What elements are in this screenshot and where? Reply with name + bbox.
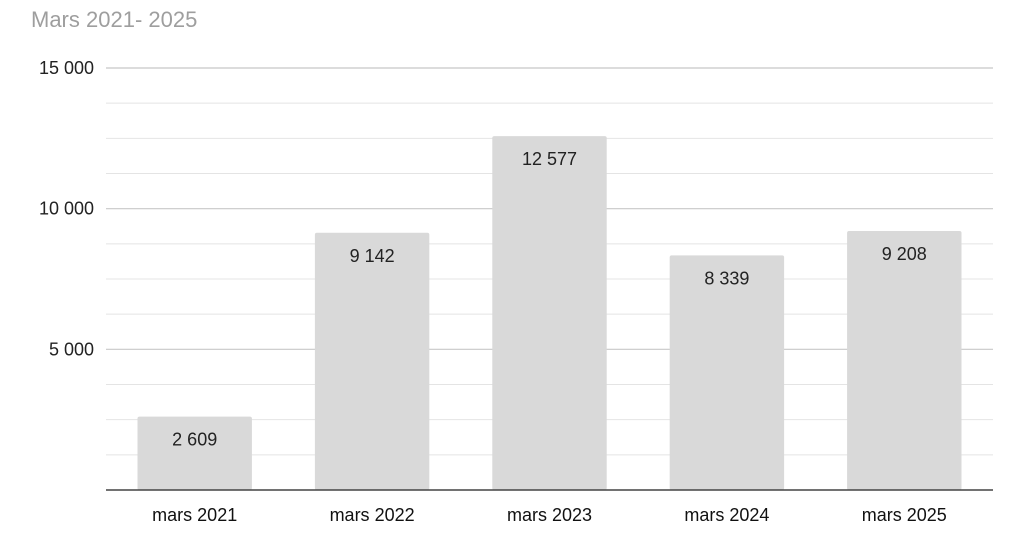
x-category-label: mars 2025 [862, 505, 947, 525]
data-label: 12 577 [522, 149, 577, 169]
bar [847, 230, 962, 490]
bar [669, 255, 785, 490]
data-label: 9 142 [350, 246, 395, 266]
y-tick-label: 10 000 [39, 199, 94, 219]
chart-title: Mars 2021- 2025 [31, 7, 198, 32]
bar [137, 416, 252, 490]
x-category-label: mars 2024 [684, 505, 769, 525]
bar [492, 136, 607, 491]
bar [314, 232, 430, 491]
x-category-label: mars 2023 [507, 505, 592, 525]
y-tick-label: 5 000 [49, 339, 94, 359]
y-tick-label: 15 000 [39, 58, 94, 78]
data-label: 8 339 [704, 268, 749, 288]
data-label: 2 609 [172, 430, 217, 450]
x-category-label: mars 2022 [330, 505, 415, 525]
x-category-label: mars 2021 [152, 505, 237, 525]
data-label: 9 208 [882, 244, 927, 264]
